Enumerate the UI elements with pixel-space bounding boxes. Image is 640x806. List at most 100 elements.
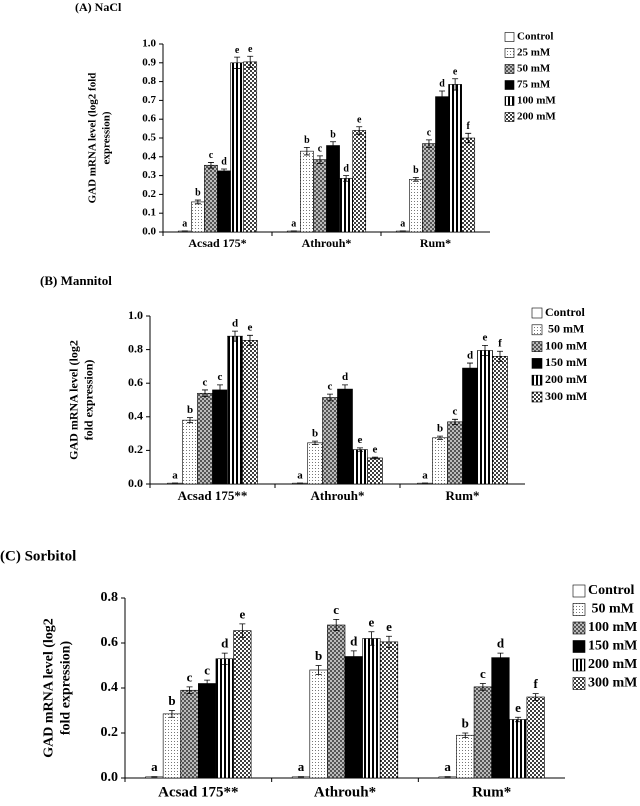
legend-label: 75 mM	[517, 79, 551, 91]
significance-letter: a	[298, 759, 305, 774]
legend-swatch	[572, 677, 586, 690]
legend-swatch	[531, 307, 543, 319]
error-bar	[168, 710, 175, 718]
y-tick-label: 0.5	[142, 132, 156, 144]
bar	[300, 150, 314, 233]
error-bar	[232, 330, 238, 342]
legend-label: 100 mM	[517, 95, 556, 107]
bar	[344, 656, 363, 779]
y-axis-label: expression)	[101, 111, 113, 164]
y-tick-label: 0.0	[128, 476, 143, 490]
bar	[435, 96, 449, 233]
significance-letter: a	[297, 469, 303, 481]
legend-swatch	[531, 358, 543, 369]
bar	[491, 657, 510, 779]
bar	[337, 388, 353, 485]
significance-letter: b	[437, 422, 443, 434]
significance-letter: c	[333, 602, 339, 617]
y-tick-label: 0.4	[128, 409, 143, 423]
y-tick-label: 1.0	[142, 38, 156, 50]
chart: (B) Mannitol GAD mRNA level (log2 fold exp…	[40, 273, 587, 503]
significance-letter: a	[182, 219, 187, 230]
legend-label: Control	[517, 31, 553, 43]
legend-swatch	[572, 658, 586, 672]
bar	[352, 130, 367, 233]
y-tick-label: 0.2	[142, 188, 156, 200]
bar	[492, 356, 508, 485]
y-axis-label: fold expression)	[81, 360, 95, 441]
x-tick-label: Rum*	[446, 488, 480, 503]
significance-letter: d	[221, 636, 229, 651]
significance-letter: f	[498, 338, 502, 350]
significance-letter: b	[187, 404, 193, 416]
bar	[197, 392, 213, 485]
legend-label: 50 mM	[517, 63, 551, 75]
significance-letter: c	[453, 406, 458, 418]
bar	[477, 350, 493, 485]
significance-letter: b	[413, 165, 419, 176]
significance-letter: d	[467, 349, 473, 361]
significance-letter: e	[235, 45, 240, 56]
error-bar	[221, 168, 228, 174]
error-bar	[327, 393, 333, 402]
y-tick-label: 0.7	[142, 94, 156, 106]
error-bar	[187, 417, 193, 424]
bar	[367, 457, 383, 485]
bar	[447, 421, 463, 485]
significance-letter: e	[358, 434, 363, 446]
bar	[327, 624, 346, 779]
significance-letter: e	[386, 619, 392, 634]
bar	[227, 335, 243, 485]
legend-label: 300 mM	[588, 676, 637, 691]
bar	[191, 201, 205, 233]
legend-label: Control	[545, 305, 585, 319]
error-bar	[437, 435, 443, 440]
bar	[322, 397, 338, 485]
legend-swatch	[504, 80, 515, 90]
significance-letter: d	[221, 157, 227, 168]
error-bar	[342, 384, 348, 394]
y-tick-label: 0.4	[101, 680, 119, 695]
y-tick-label: 0.0	[101, 770, 119, 785]
legend-swatch	[572, 584, 586, 598]
bar	[204, 164, 218, 233]
significance-letter: e	[357, 114, 362, 125]
legend-swatch	[531, 324, 543, 336]
bar	[526, 696, 545, 779]
error-bar	[202, 389, 208, 398]
bar	[313, 159, 327, 233]
error-bar	[467, 362, 473, 374]
y-tick-label: 0.6	[142, 113, 156, 125]
x-tick-label: Acsad 175**	[158, 784, 238, 800]
significance-letter: b	[304, 135, 310, 146]
significance-letter: a	[444, 759, 451, 774]
significance-letter: a	[400, 219, 405, 230]
error-bar	[316, 155, 323, 164]
error-bar	[462, 732, 469, 738]
significance-letter: c	[480, 666, 486, 681]
y-tick-label: 0.8	[101, 590, 119, 605]
error-bar	[221, 652, 228, 665]
significance-letter: d	[343, 163, 349, 174]
significance-letter: b	[462, 716, 469, 731]
significance-letter: c	[187, 669, 193, 684]
legend-swatch	[531, 374, 543, 386]
error-bar	[439, 90, 446, 103]
error-bar	[330, 141, 337, 150]
y-tick-label: 0.2	[128, 442, 143, 456]
significance-letter: e	[369, 614, 375, 629]
legend-swatch	[531, 391, 543, 403]
significance-letter: e	[239, 606, 245, 621]
legend-label: 100 mM	[545, 338, 587, 352]
chart: (C) Sorbitol GAD mRNA level (log2 fold exp…	[0, 548, 637, 800]
error-bar	[234, 56, 241, 69]
y-tick-label: 0.6	[101, 635, 119, 650]
significance-letter: c	[203, 376, 208, 388]
significance-letter: d	[232, 317, 238, 329]
bar	[352, 449, 368, 485]
y-tick-label: 0.1	[142, 207, 156, 219]
y-tick-label: 0.4	[142, 150, 156, 162]
bar	[326, 145, 340, 233]
y-tick-label: 0.8	[142, 75, 156, 87]
